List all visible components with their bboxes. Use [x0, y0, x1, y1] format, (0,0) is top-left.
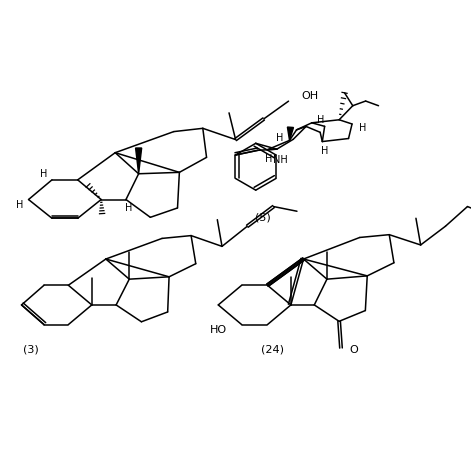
- Text: H: H: [125, 203, 132, 213]
- Text: OH: OH: [301, 91, 319, 101]
- Text: O: O: [349, 346, 358, 356]
- Text: H: H: [317, 116, 324, 126]
- Text: H: H: [275, 133, 283, 143]
- Text: H: H: [321, 146, 328, 156]
- Text: HO: HO: [210, 325, 227, 335]
- Text: (5): (5): [255, 212, 271, 222]
- Text: H: H: [264, 154, 272, 164]
- Text: H: H: [17, 200, 24, 210]
- Text: (24): (24): [261, 345, 283, 355]
- Text: H: H: [40, 169, 47, 179]
- Text: H: H: [359, 123, 366, 133]
- Polygon shape: [287, 127, 293, 140]
- Text: (3): (3): [23, 345, 39, 355]
- Text: NH: NH: [273, 155, 288, 165]
- Polygon shape: [136, 148, 142, 174]
